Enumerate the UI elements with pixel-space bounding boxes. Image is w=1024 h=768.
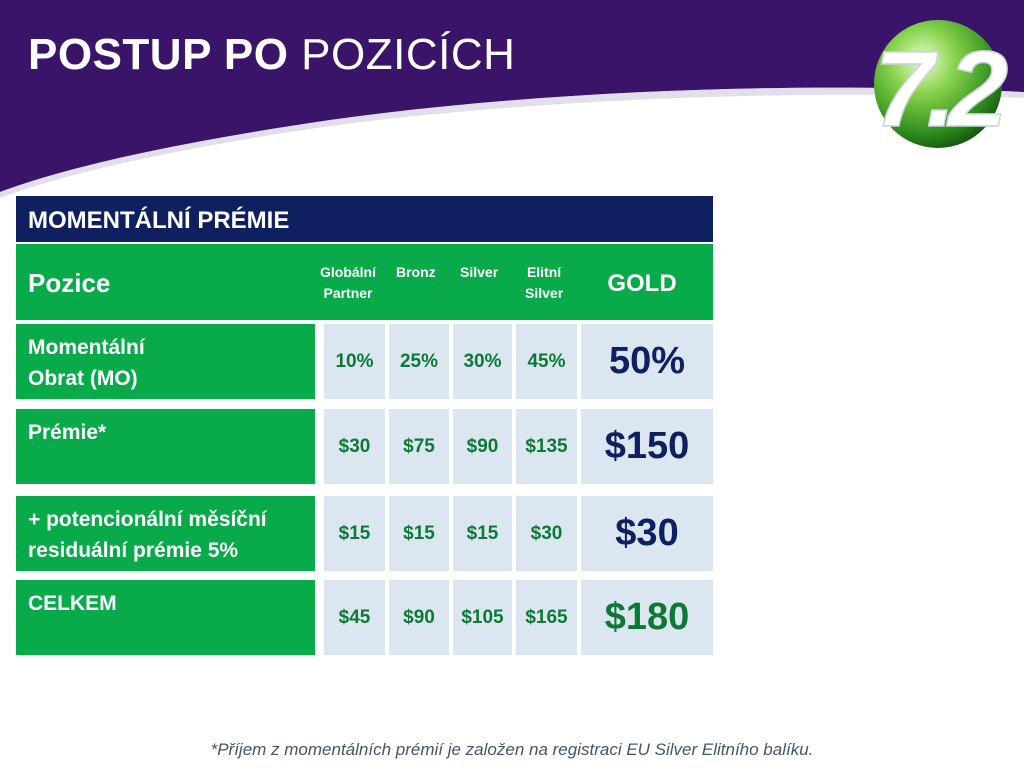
- column-header-bronz: Bronz: [396, 262, 436, 283]
- cell-celkem-bronz: $90: [389, 580, 449, 655]
- cell-residual-silver: $15: [453, 496, 512, 571]
- cell-residual-global-partner: $15: [324, 496, 385, 571]
- row-label-line: residuální prémie 5%: [28, 539, 239, 562]
- table-header: MOMENTÁLNÍ PRÉMIE: [16, 196, 713, 242]
- positions-label: Pozice: [28, 268, 111, 298]
- row-label-residualni-premie: + potencionální měsíční residuální prémi…: [16, 496, 315, 571]
- row-label-premie: Prémie*: [16, 409, 315, 484]
- column-header-line: Partner: [323, 285, 373, 301]
- cell-mo-bronz: 25%: [389, 324, 449, 399]
- row-label-line: Momentální: [28, 336, 145, 359]
- column-header-line: Elitní: [526, 264, 562, 280]
- cell-celkem-gold: $180: [581, 580, 713, 655]
- title-regular: POZICÍCH: [301, 30, 516, 79]
- column-header-gold: GOLD: [607, 270, 677, 297]
- cell-mo-silver: 30%: [453, 324, 512, 399]
- column-header-silver: Silver: [460, 262, 498, 283]
- column-header-line: Silver: [460, 264, 499, 280]
- cell-premie-global-partner: $30: [324, 409, 385, 484]
- cell-premie-elitni-silver: $135: [516, 409, 577, 484]
- cell-mo-gold: 50%: [581, 324, 713, 399]
- logo-text: 7.2: [874, 28, 1007, 149]
- column-header-elitni-silver: Elitní Silver: [525, 262, 563, 304]
- column-header-global-partner: Globální Partner: [320, 262, 376, 304]
- title-bold: POSTUP PO: [28, 30, 289, 79]
- cell-mo-global-partner: 10%: [324, 324, 385, 399]
- row-label-momentalni-obrat: Momentální Obrat (MO): [16, 324, 315, 399]
- cell-celkem-silver: $105: [453, 580, 512, 655]
- cell-celkem-global-partner: $45: [324, 580, 385, 655]
- column-header-line: Globální: [320, 264, 376, 280]
- header-banner: [0, 0, 1024, 198]
- cell-residual-elitni-silver: $30: [516, 496, 577, 571]
- cell-mo-elitni-silver: 45%: [516, 324, 577, 399]
- row-label-line: Obrat (MO): [28, 367, 138, 390]
- logo-7-2: 7.2: [873, 20, 1016, 150]
- positions-row: Pozice Globální Partner Bronz Silver Eli…: [16, 244, 713, 320]
- row-label-line: Prémie*: [28, 421, 107, 444]
- cell-residual-gold: $30: [581, 496, 713, 571]
- page-title: POSTUP PO POZICÍCH: [28, 30, 515, 80]
- cell-residual-bronz: $15: [389, 496, 449, 571]
- cell-premie-bronz: $75: [389, 409, 449, 484]
- cell-celkem-elitni-silver: $165: [516, 580, 577, 655]
- footnote: *Příjem z momentálních prémií je založen…: [210, 740, 814, 759]
- row-label-line: CELKEM: [28, 592, 117, 615]
- column-header-line: Bronz: [396, 264, 436, 280]
- cell-premie-silver: $90: [453, 409, 512, 484]
- cell-premie-gold: $150: [581, 409, 713, 484]
- row-label-line: + potencionální měsíční: [28, 508, 267, 531]
- row-label-celkem: CELKEM: [16, 580, 315, 655]
- column-header-line: Silver: [525, 285, 564, 301]
